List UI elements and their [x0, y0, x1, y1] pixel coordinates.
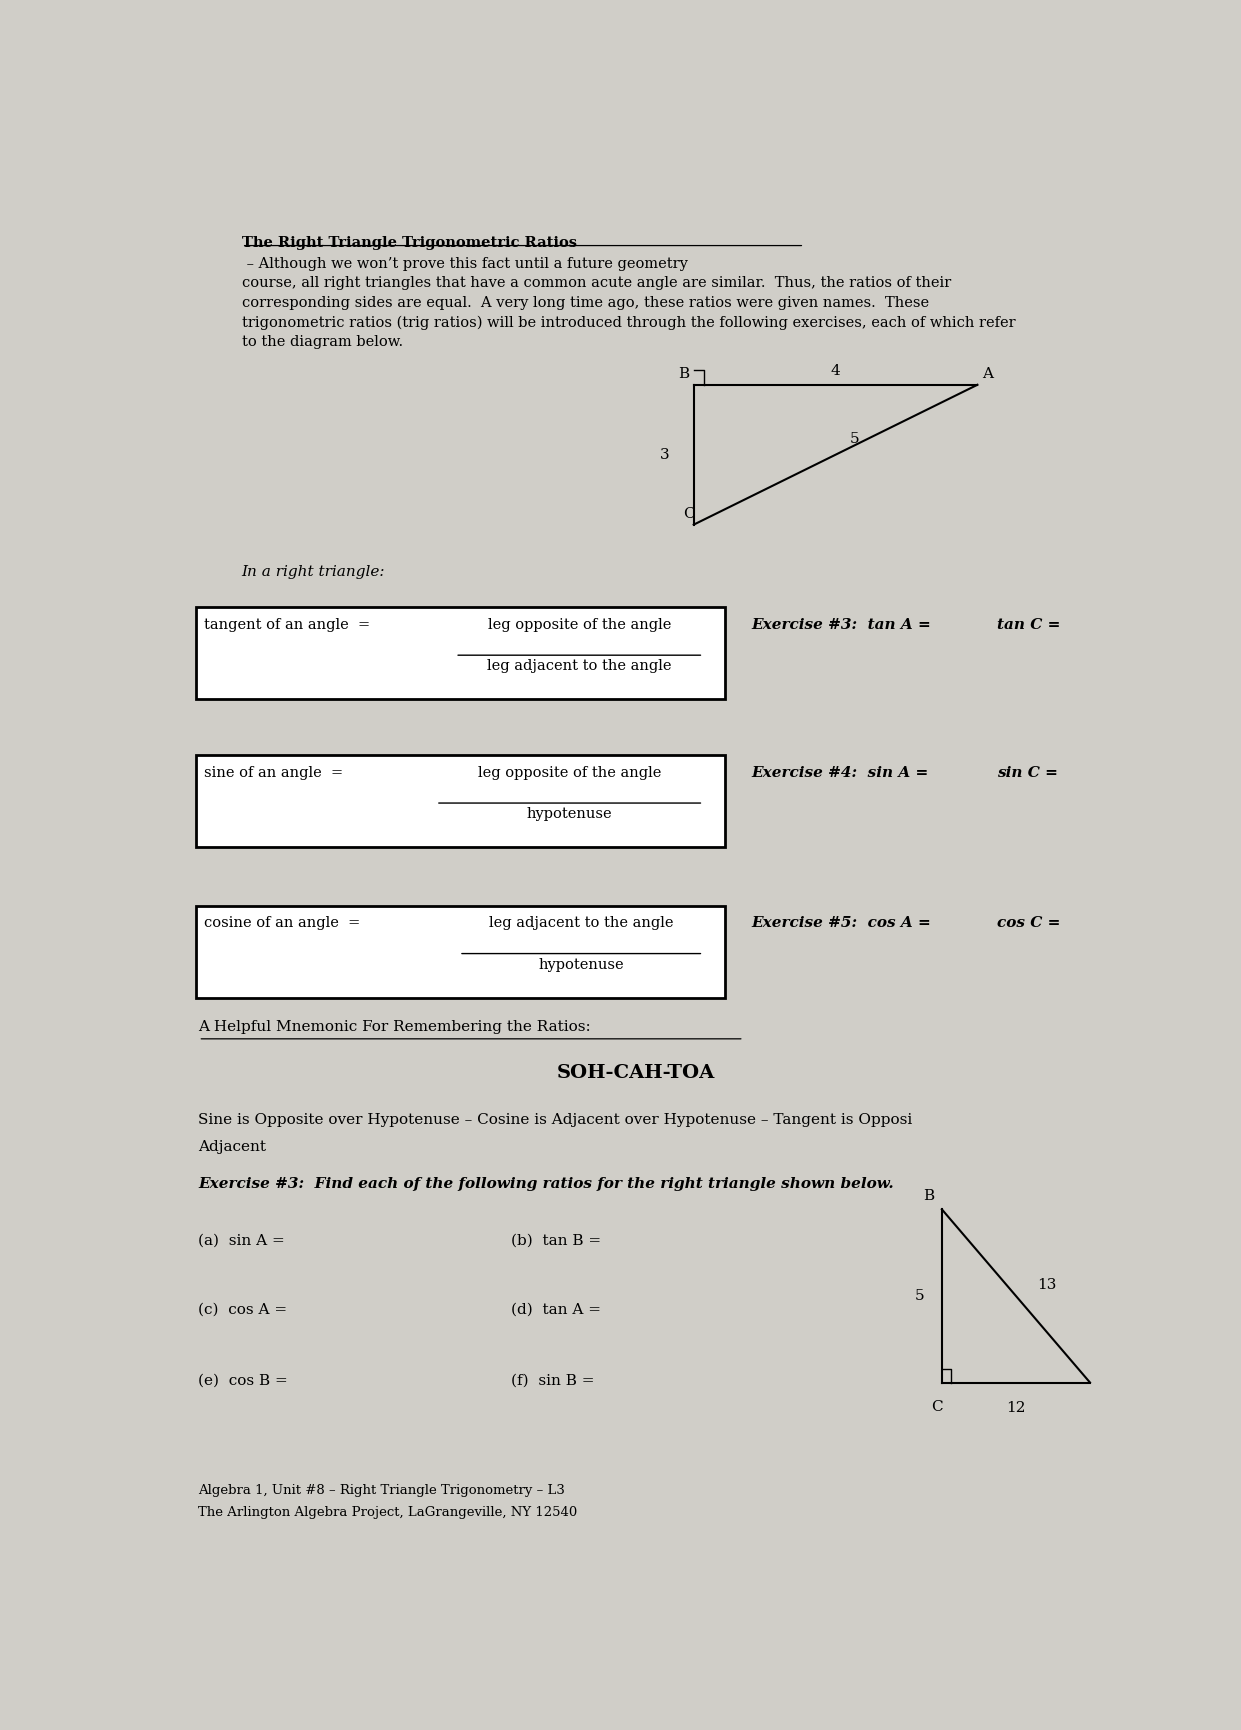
- Text: C: C: [931, 1400, 943, 1413]
- Text: – Although we won’t prove this fact until a future geometry
course, all right tr: – Although we won’t prove this fact unti…: [242, 256, 1015, 349]
- FancyBboxPatch shape: [196, 905, 726, 998]
- Text: 4: 4: [830, 363, 840, 379]
- Text: (f)  sin B =: (f) sin B =: [511, 1374, 594, 1387]
- Text: B: B: [678, 367, 689, 381]
- Text: leg opposite of the angle: leg opposite of the angle: [478, 766, 661, 780]
- Text: leg opposite of the angle: leg opposite of the angle: [488, 618, 671, 631]
- Text: hypotenuse: hypotenuse: [527, 806, 613, 822]
- Text: Sine is Opposite over Hypotenuse – Cosine is Adjacent over Hypotenuse – Tangent : Sine is Opposite over Hypotenuse – Cosin…: [199, 1114, 912, 1128]
- Text: cosine of an angle  =: cosine of an angle =: [205, 917, 360, 931]
- Text: 5: 5: [850, 432, 860, 446]
- Text: 12: 12: [1006, 1401, 1025, 1415]
- Text: Exercise #5:  cos A =: Exercise #5: cos A =: [752, 917, 931, 931]
- FancyBboxPatch shape: [196, 607, 726, 699]
- Text: Exercise #3:  Find each of the following ratios for the right triangle shown bel: Exercise #3: Find each of the following …: [199, 1178, 894, 1192]
- Text: leg adjacent to the angle: leg adjacent to the angle: [489, 917, 674, 931]
- Text: A: A: [983, 367, 993, 381]
- Text: (e)  cos B =: (e) cos B =: [199, 1374, 288, 1387]
- Text: Exercise #4:  sin A =: Exercise #4: sin A =: [752, 766, 928, 780]
- Text: (c)  cos A =: (c) cos A =: [199, 1303, 288, 1317]
- Text: cos C =: cos C =: [997, 917, 1060, 931]
- Text: sine of an angle  =: sine of an angle =: [205, 766, 344, 780]
- FancyBboxPatch shape: [196, 754, 726, 848]
- Text: (a)  sin A =: (a) sin A =: [199, 1233, 285, 1247]
- Text: SOH-CAH-TOA: SOH-CAH-TOA: [557, 1064, 715, 1083]
- Text: A Helpful Mnemonic For Remembering the Ratios:: A Helpful Mnemonic For Remembering the R…: [199, 1021, 591, 1035]
- Text: (d)  tan A =: (d) tan A =: [511, 1303, 601, 1317]
- Text: The Right Triangle Trigonometric Ratios: The Right Triangle Trigonometric Ratios: [242, 235, 577, 249]
- Text: tan C =: tan C =: [997, 618, 1060, 631]
- Text: 13: 13: [1037, 1278, 1056, 1292]
- Text: 5: 5: [915, 1289, 925, 1303]
- Text: sin C =: sin C =: [997, 766, 1057, 780]
- Text: Algebra 1, Unit #8 – Right Triangle Trigonometry – L3: Algebra 1, Unit #8 – Right Triangle Trig…: [199, 1484, 566, 1496]
- Text: Exercise #3:  tan A =: Exercise #3: tan A =: [752, 618, 931, 631]
- Text: 3: 3: [660, 448, 670, 462]
- Text: B: B: [923, 1189, 934, 1202]
- Text: C: C: [683, 507, 695, 521]
- Text: In a right triangle:: In a right triangle:: [242, 564, 385, 578]
- Text: (b)  tan B =: (b) tan B =: [511, 1233, 601, 1247]
- Text: leg adjacent to the angle: leg adjacent to the angle: [486, 659, 671, 673]
- Text: hypotenuse: hypotenuse: [539, 958, 624, 972]
- Text: tangent of an angle  =: tangent of an angle =: [205, 618, 370, 631]
- Text: Adjacent: Adjacent: [199, 1140, 267, 1154]
- Text: The Arlington Algebra Project, LaGrangeville, NY 12540: The Arlington Algebra Project, LaGrangev…: [199, 1507, 577, 1519]
